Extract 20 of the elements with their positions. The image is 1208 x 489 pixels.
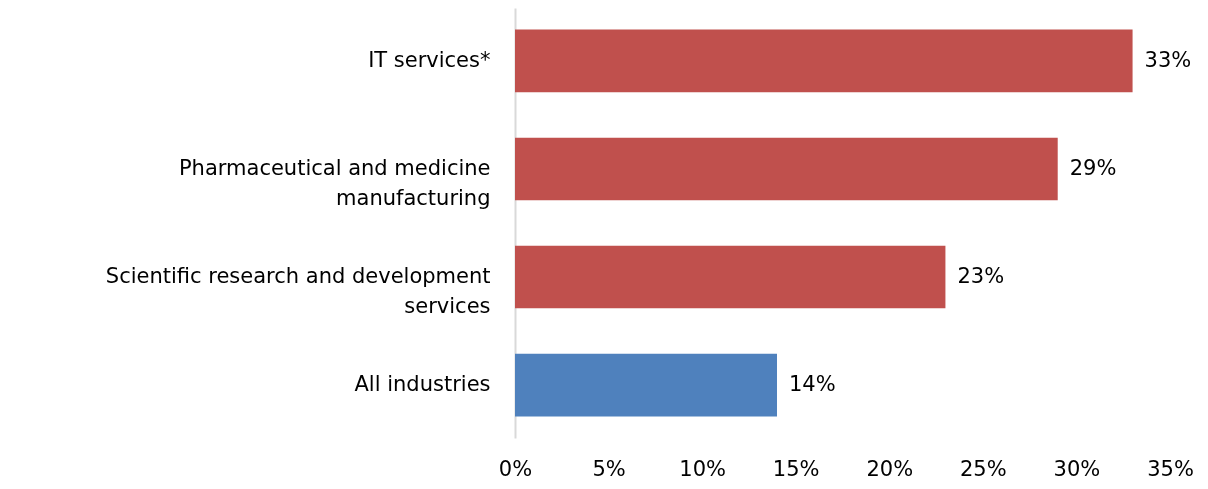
data-label: 14% <box>789 372 836 397</box>
bar <box>515 29 1133 93</box>
x-tick-label: 35% <box>1147 456 1194 481</box>
x-tick-label: 20% <box>866 456 914 481</box>
data-label: 33% <box>1144 47 1192 72</box>
bar <box>515 353 777 417</box>
x-tick-label: 15% <box>772 456 820 481</box>
y-tick-label: IT services* <box>368 47 491 72</box>
bar <box>515 245 946 309</box>
y-tick-label: Pharmaceutical and medicine manufacturing <box>178 155 491 210</box>
x-tick-label: 10% <box>679 456 726 481</box>
y-tick-label: All industries <box>354 372 491 397</box>
data-label: 29% <box>1069 155 1117 180</box>
x-tick-label: 25% <box>960 456 1007 481</box>
data-label: 23% <box>957 264 1005 289</box>
x-tick-label: 30% <box>1053 456 1101 481</box>
x-tick-label: 0% <box>498 456 533 481</box>
x-tick-label: 5% <box>592 456 626 481</box>
bar <box>515 137 1058 201</box>
y-tick-label: Scientific research and development services <box>105 264 491 319</box>
